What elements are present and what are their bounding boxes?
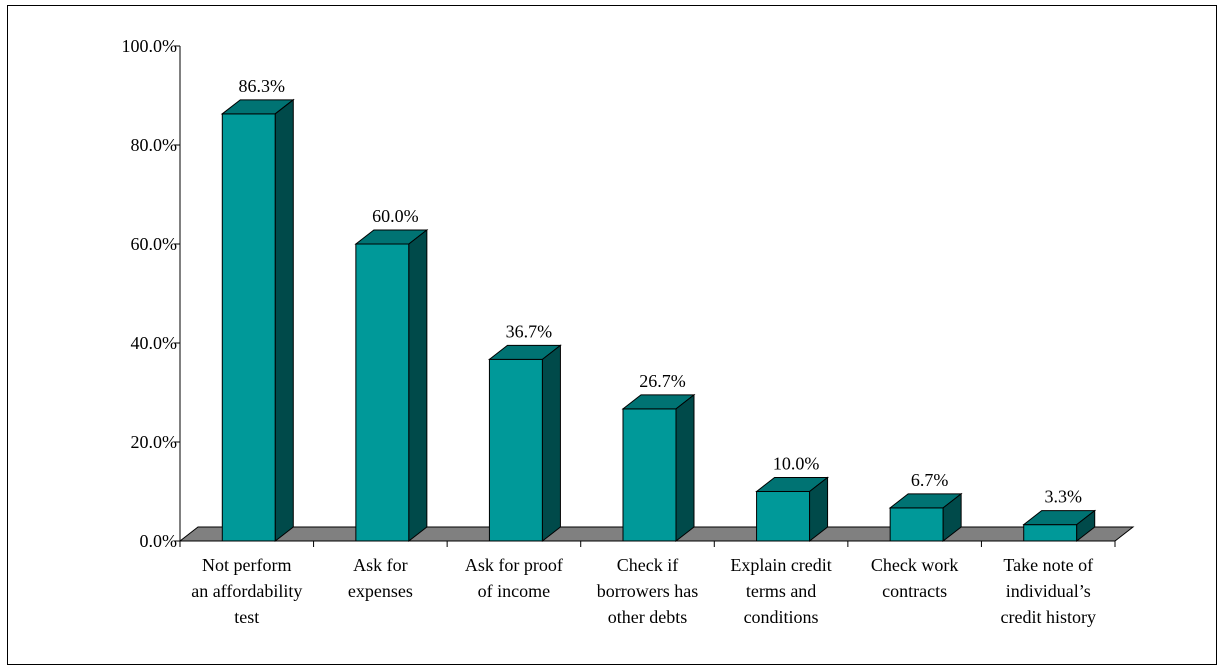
y-tick-label: 60.0% [131, 234, 178, 254]
x-category-label-line: Check if [617, 555, 678, 575]
x-category-label-line: Check work [871, 555, 958, 575]
bar-side [408, 228, 428, 543]
x-category-label: Ask for expenses [348, 555, 413, 601]
bar-side [541, 344, 561, 543]
x-category-label-line: Ask for [353, 555, 408, 575]
x-category-label: Take note of individual’s credit history [1000, 555, 1095, 627]
y-tick-label: 80.0% [131, 135, 178, 155]
x-category-label-line: expenses [348, 581, 413, 601]
x-category-label: Check if borrowers has other debts [597, 555, 698, 627]
x-category-label-line: of income [478, 581, 550, 601]
x-category-label-line: terms and [746, 581, 816, 601]
x-category-label: Ask for proof of income [465, 555, 563, 601]
y-tick-label: 20.0% [131, 432, 178, 452]
x-category-label-line: credit history [1000, 607, 1095, 627]
x-category-label: Check work contracts [871, 555, 958, 601]
bar [1023, 524, 1078, 542]
bar-chart: 0.0% 20.0% 40.0% 60.0% 80.0% 100.0% 86.3% Not … [122, 36, 1135, 627]
bar [756, 491, 811, 542]
bar [889, 507, 944, 542]
x-category-label-line: an affordability [191, 581, 302, 601]
bar [221, 113, 276, 542]
x-category-label-line: other debts [608, 607, 687, 627]
bar-side [1076, 509, 1096, 543]
y-tick-label: 100.0% [122, 36, 178, 56]
x-category-label: Not perform an affordability test [191, 555, 302, 627]
x-category-label-line: individual’s [1006, 581, 1091, 601]
bar-side [942, 492, 962, 543]
x-category-label-line: Take note of [1003, 555, 1093, 575]
bar-side [675, 393, 695, 543]
bar-value-label: 60.0% [372, 206, 419, 226]
chart-frame: 0.0% 20.0% 40.0% 60.0% 80.0% 100.0% 86.3% Not … [7, 5, 1217, 665]
x-category-label-line: borrowers has [597, 581, 698, 601]
bar-value-label: 36.7% [506, 321, 553, 341]
bar [355, 243, 410, 542]
bar-value-label: 26.7% [639, 371, 686, 391]
bar-side [274, 98, 294, 543]
x-category-label-line: contracts [882, 581, 947, 601]
bar-value-label: 3.3% [1044, 487, 1082, 507]
bar-value-label: 10.0% [773, 454, 820, 474]
x-category-label-line: conditions [744, 607, 819, 627]
x-category-label-line: Ask for proof [465, 555, 563, 575]
x-category-label: Explain credit terms and conditions [730, 555, 831, 627]
bar [622, 408, 677, 542]
bar-value-label: 86.3% [239, 76, 286, 96]
y-tick-label: 40.0% [131, 333, 178, 353]
bar [488, 358, 543, 542]
y-tick-label: 0.0% [140, 531, 178, 551]
x-category-label-line: Not perform [202, 555, 291, 575]
x-category-label-line: Explain credit [730, 555, 831, 575]
x-category-label-line: test [234, 607, 259, 627]
bar-value-label: 6.7% [911, 470, 949, 490]
bar-side [809, 476, 829, 543]
